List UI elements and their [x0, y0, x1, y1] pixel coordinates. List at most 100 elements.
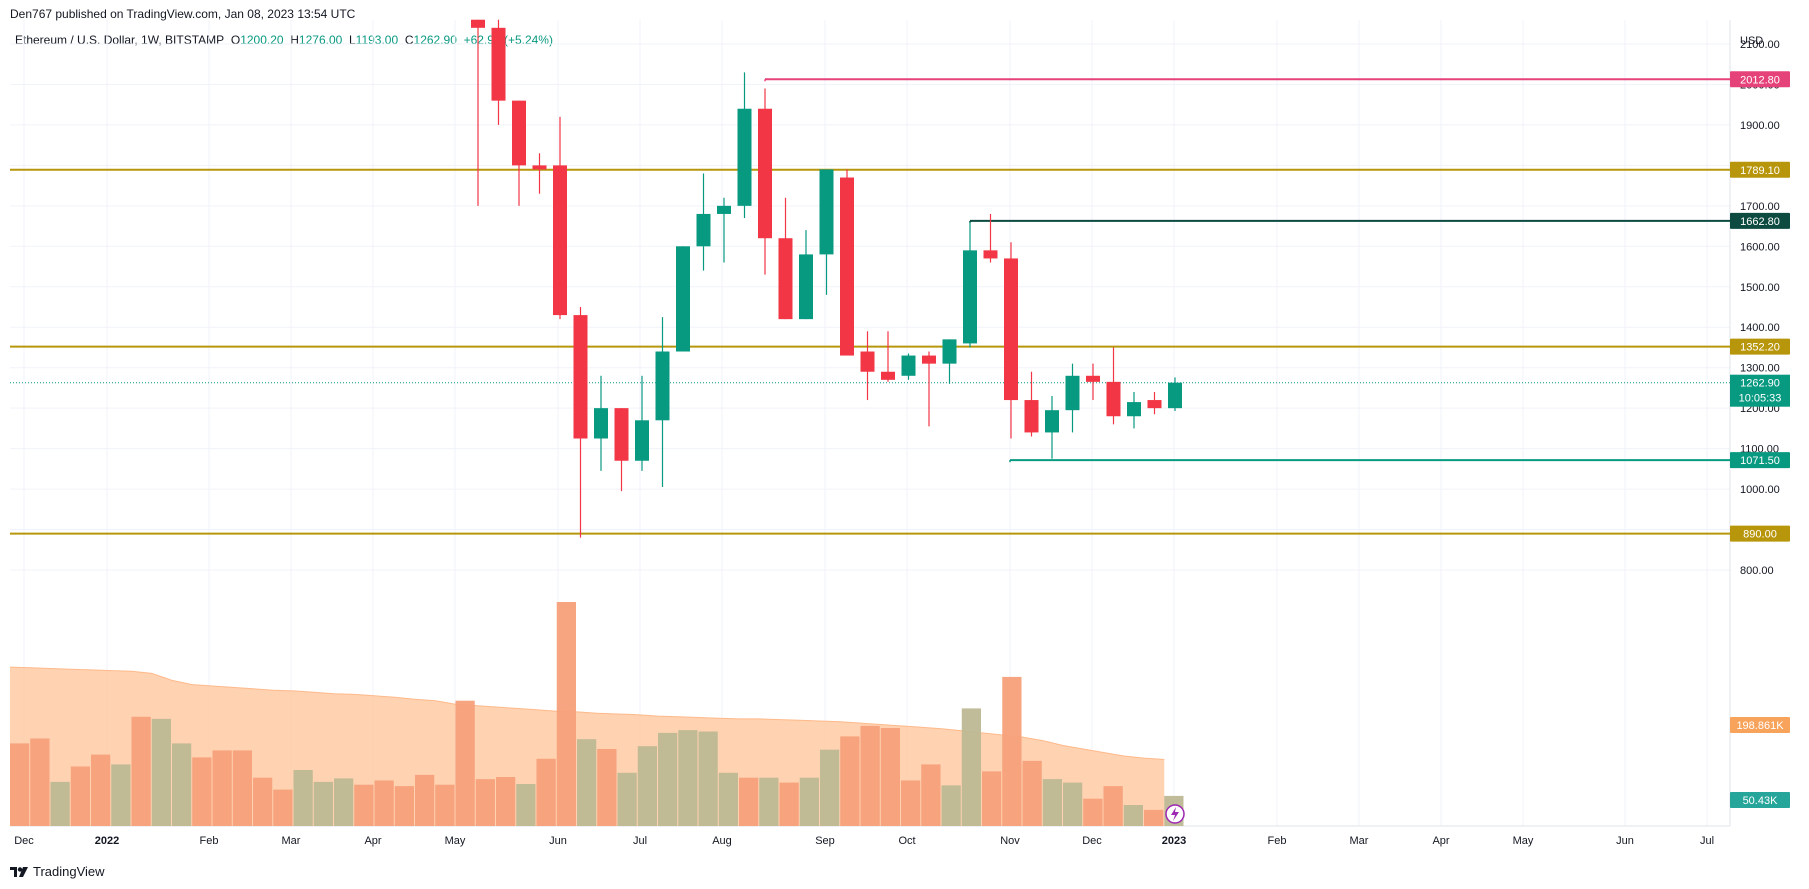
candle-body: [594, 408, 608, 439]
volume-bar: [739, 777, 759, 826]
volume-bar: [1063, 782, 1083, 826]
volume-bar: [293, 770, 313, 826]
volume-bar: [253, 777, 273, 826]
candle-body: [1004, 258, 1018, 401]
candle-body: [758, 108, 772, 239]
volume-bar: [779, 782, 799, 826]
price-tick-label: 1600.00: [1740, 241, 1780, 253]
price-tick-label: 1400.00: [1740, 322, 1780, 334]
candle-body: [901, 355, 916, 376]
volume-bar: [1002, 676, 1022, 826]
volume-bar: [1103, 786, 1123, 826]
attribution-text: Den767 published on TradingView.com, Jan…: [10, 7, 356, 21]
volume-bar: [475, 779, 495, 826]
candle-body: [799, 254, 813, 320]
time-tick-label: Mar: [282, 835, 301, 847]
horizontal-levels[interactable]: [10, 78, 1730, 535]
volume-bar: [941, 785, 961, 826]
level-price-label-bg: [1730, 212, 1790, 229]
time-tick-label: Aug: [712, 835, 732, 847]
axis-price-labels: 2012.80 1789.10 1662.80 1352.20 1071.50 890.0…: [1165, 71, 1790, 824]
volume-bar: [536, 758, 556, 826]
volume-bar: [455, 700, 475, 826]
current-price-bg: [1730, 374, 1790, 407]
lightning-icon: [1165, 804, 1185, 824]
volume-bar: [192, 757, 212, 826]
time-tick-label: Jul: [633, 835, 647, 847]
time-tick-label: Feb: [1268, 835, 1287, 847]
candle-body: [532, 165, 547, 170]
time-tick-label: Oct: [898, 835, 915, 847]
price-tick-label: 1000.00: [1740, 484, 1780, 496]
volume-bar: [394, 786, 414, 826]
time-tick-label: Apr: [364, 835, 381, 847]
candle-body: [922, 355, 936, 364]
time-tick-label: Dec: [1082, 835, 1102, 847]
volume-bar: [1042, 779, 1062, 826]
candle-body: [737, 108, 752, 206]
level-price-label-bg: [1730, 452, 1790, 469]
volume-bar: [1083, 798, 1103, 826]
price-tick-label: 800.00: [1740, 565, 1774, 577]
brand-text: TradingView: [33, 864, 105, 879]
volume-bar: [10, 743, 30, 826]
volume-value-label: 50.43K: [1743, 795, 1779, 807]
level-price-label: 1352.20: [1740, 342, 1780, 354]
candle-body: [963, 250, 977, 344]
time-tick-label: Nov: [1000, 835, 1020, 847]
volume-bar: [880, 728, 900, 826]
candle-body: [676, 246, 690, 352]
level-price-label-bg: [1730, 338, 1790, 355]
tradingview-brand[interactable]: TradingView: [10, 864, 105, 879]
price-tick-label: 1700.00: [1740, 201, 1780, 213]
volume-bar: [860, 725, 880, 826]
level-price-label-bg: [1730, 71, 1790, 88]
volume-bar: [354, 784, 374, 826]
volume-ma-value-label-bg: [1730, 717, 1790, 733]
volume-bar: [50, 781, 70, 826]
volume-bars: [10, 602, 1184, 826]
volume-bar: [1123, 805, 1143, 826]
candle-body: [1024, 400, 1039, 433]
lightning-bolt: [1171, 807, 1179, 821]
level-price-label-bg: [1730, 161, 1790, 178]
time-tick-label: 2022: [95, 835, 119, 847]
countdown-label: 10:05:33: [1739, 393, 1782, 405]
volume-bar: [759, 777, 779, 826]
level-price-label: 1071.50: [1740, 455, 1780, 467]
time-tick-label: Jun: [549, 835, 567, 847]
volume-bar: [172, 743, 192, 826]
volume-ma-value-label: 198.861K: [1736, 720, 1784, 732]
time-tick-label: 2023: [1162, 835, 1186, 847]
low-label: L: [348, 33, 356, 47]
time-tick-label: Apr: [1432, 835, 1449, 847]
candle-body: [778, 238, 793, 320]
volume-bar: [799, 777, 819, 826]
volume-bar: [840, 736, 860, 826]
price-tick-label: 2100.00: [1740, 39, 1780, 51]
candle-body: [655, 351, 670, 421]
candle-body: [819, 169, 834, 255]
volume-bar: [334, 778, 354, 826]
volume-bar: [1144, 809, 1164, 826]
time-axis[interactable]: Dec 2022 Feb Mar Apr May Jun Jul Aug Sep Oct Nov Dec…: [14, 835, 1714, 847]
tradingview-logo-icon: [10, 866, 28, 877]
candle-body: [573, 315, 588, 439]
volume-bar: [415, 774, 435, 826]
price-axis[interactable]: 800.00900.001000.001100.001200.001300.00…: [1740, 35, 1780, 577]
volume-bar: [577, 739, 597, 826]
time-tick-label: Sep: [815, 835, 835, 847]
candle-body: [1045, 410, 1059, 433]
volume-bar: [820, 749, 840, 826]
volume-bar: [901, 780, 921, 826]
candle-body: [1106, 381, 1121, 417]
volume-bar: [921, 764, 941, 826]
time-tick-label: Mar: [1350, 835, 1369, 847]
candle-body: [860, 351, 875, 372]
volume-bar: [556, 602, 576, 826]
volume-value-label-bg: [1730, 792, 1790, 808]
candle-body: [491, 27, 506, 101]
candle-body: [983, 250, 998, 259]
volume-bar: [496, 777, 516, 826]
